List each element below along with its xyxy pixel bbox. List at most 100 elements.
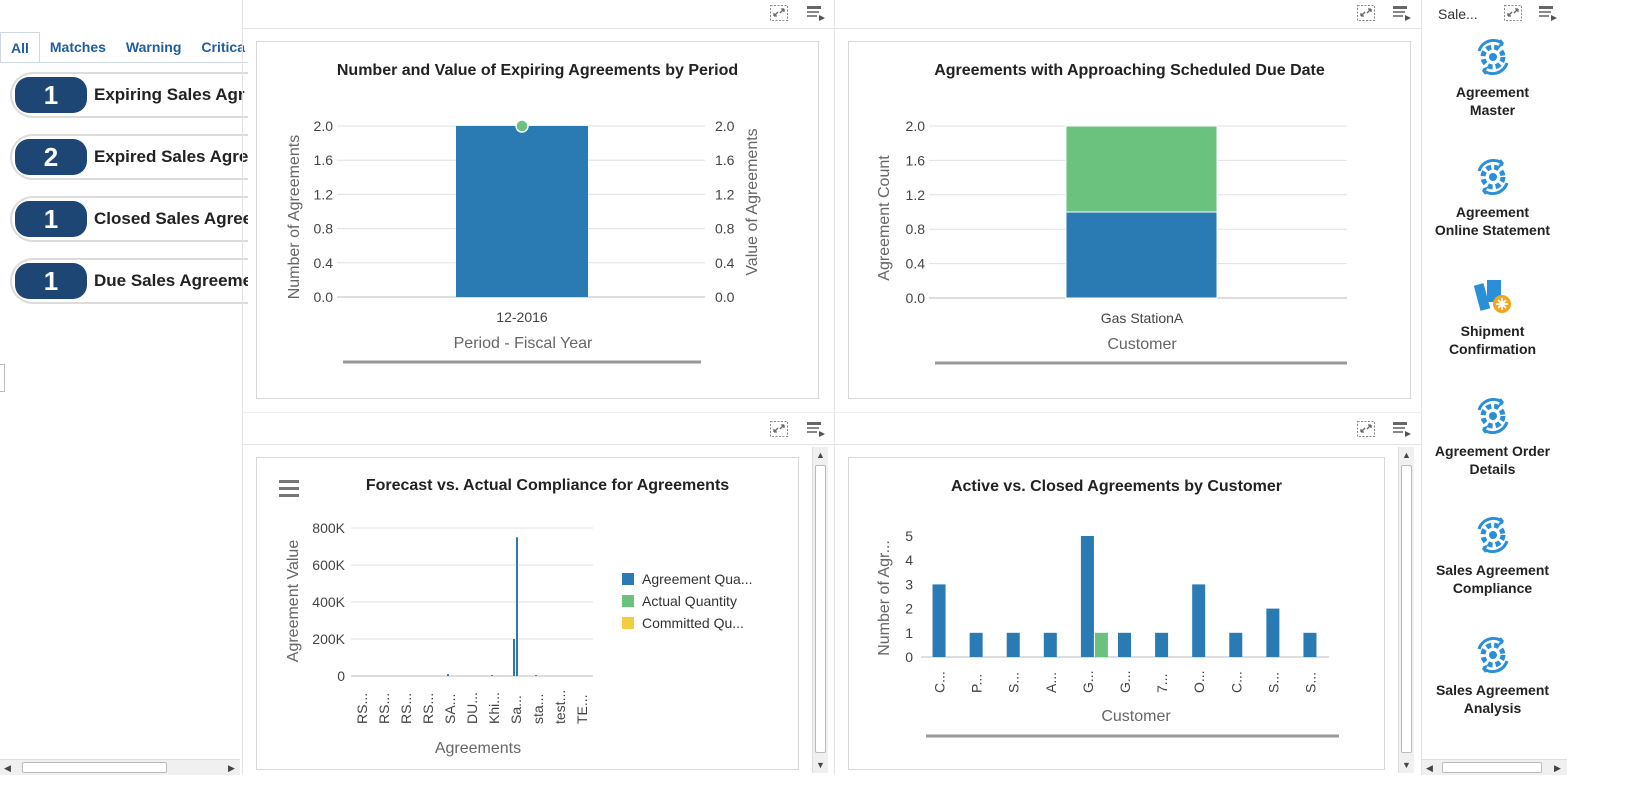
scroll-right-arrow[interactable]: ▶	[1554, 763, 1561, 773]
left-horizontal-scrollbar[interactable]: ◀ ▶	[0, 759, 240, 775]
x-tick-label: DU...	[464, 692, 480, 724]
x-tick-label: SA...	[442, 694, 458, 724]
x-tick-label: C...	[1228, 671, 1244, 693]
launcher-item-agreement-order-details[interactable]: Agreement Order Details	[1425, 396, 1560, 478]
launcher-item-shipment-confirmation[interactable]: Shipment Confirmation	[1425, 276, 1560, 358]
scroll-down-arrow[interactable]: ▼	[1402, 760, 1411, 770]
y-tick-label: 2.0	[314, 118, 334, 134]
y-tick-label: 0	[905, 649, 913, 665]
launcher-item-agreement-master[interactable]: Agreement Master	[1425, 37, 1560, 119]
y-axis-label: Agreement Value	[285, 540, 302, 663]
bar-closed	[1094, 632, 1108, 657]
chart-card-expiring-agreements: Number and Value of Expiring Agreements …	[256, 41, 819, 399]
hamburger-menu-icon[interactable]	[279, 480, 299, 497]
scroll-thumb[interactable]	[1401, 465, 1412, 753]
scroll-thumb[interactable]	[1442, 762, 1542, 773]
x-tick-label: S...	[1265, 672, 1281, 693]
launcher-item-sales-agreement-compliance[interactable]: Sales Agreement Compliance	[1425, 515, 1560, 597]
panel-divider	[242, 0, 243, 775]
legend-agreement-quantity[interactable]: Agreement Qua...	[622, 571, 753, 587]
kpi-label: Closed Sales Agree	[94, 209, 248, 228]
maximize-icon[interactable]	[769, 4, 789, 22]
tab-all[interactable]: All	[0, 32, 40, 62]
scroll-up-arrow[interactable]: ▲	[1402, 450, 1411, 460]
kpi-expiring[interactable]: 1 Expiring Sales Agr	[10, 72, 248, 118]
maximize-icon[interactable]	[1503, 4, 1523, 22]
y-tick-label: 0.0	[906, 290, 926, 306]
panel-divider	[243, 412, 1421, 413]
y-tick-label: 0.4	[314, 255, 334, 271]
y-tick-label: 4	[905, 552, 913, 568]
kpi-count: 1	[15, 77, 87, 113]
bar-active	[1192, 584, 1206, 657]
x-tick-label: TE...	[574, 694, 590, 724]
y-tick-label: 0	[337, 668, 345, 684]
export-icon[interactable]	[1392, 4, 1412, 22]
y-tick-label: 2.0	[906, 118, 926, 134]
y2-tick-label: 0.8	[715, 221, 735, 237]
export-icon[interactable]	[1392, 420, 1412, 438]
filter-tabs: All Matches Warning Critica	[0, 32, 248, 63]
panel-divider	[243, 444, 1421, 445]
y-tick-label: 1.2	[906, 187, 926, 203]
x-tick-label: P...	[969, 674, 985, 693]
kpi-due[interactable]: 1 Due Sales Agreeme	[10, 258, 248, 304]
launcher-item-label: Agreement Online Statement	[1434, 203, 1551, 238]
chart-card-due-date: Agreements with Approaching Scheduled Du…	[848, 41, 1411, 399]
legend-actual-quantity[interactable]: Actual Quantity	[622, 593, 737, 609]
maximize-icon[interactable]	[1356, 4, 1376, 22]
y2-tick-label: 0.0	[715, 289, 735, 305]
tab-warning[interactable]: Warning	[125, 39, 182, 55]
bar-active	[1303, 632, 1317, 657]
bar-active	[932, 584, 946, 657]
x-axis-label: Period - Fiscal Year	[454, 335, 593, 352]
scroll-thumb[interactable]	[815, 465, 826, 753]
bar-active	[1229, 632, 1243, 657]
point-value-of-agreements	[515, 119, 529, 133]
left-panel: All Matches Warning Critica 1 Expiring Sale…	[0, 0, 248, 775]
chart-due-date: Agreement Count Customer 2.0 1.6 1.2 0.8 0.4…	[876, 118, 1347, 365]
kpi-closed[interactable]: 1 Closed Sales Agree	[10, 196, 248, 242]
export-icon[interactable]	[1538, 4, 1558, 22]
scroll-right-arrow[interactable]: ▶	[228, 763, 235, 773]
x-tick-label: test...	[552, 690, 568, 724]
chart3-vertical-scrollbar[interactable]: ▲ ▼	[812, 447, 828, 773]
y2-tick-label: 0.4	[715, 255, 735, 271]
bar-active	[1155, 632, 1169, 657]
launcher-item-agreement-online-statement[interactable]: Agreement Online Statement	[1425, 157, 1560, 239]
y-tick-label: 800K	[312, 520, 345, 536]
chart-forecast-compliance: Agreement Value Agreements 800K 600K 400K 2…	[285, 520, 593, 757]
bar-active	[969, 632, 983, 657]
bar-committedqu	[516, 537, 518, 676]
legend-committed-quantity[interactable]: Committed Qu...	[622, 615, 744, 631]
launcher-header[interactable]: Sale...	[1438, 6, 1478, 22]
export-icon[interactable]	[806, 420, 826, 438]
x-tick-label: Gas StationA	[1101, 310, 1184, 326]
y-tick-label: 5	[905, 528, 913, 544]
scroll-left-arrow[interactable]: ◀	[1426, 763, 1433, 773]
x-tick-label: G...	[1117, 670, 1133, 693]
y-tick-label: 1.6	[314, 152, 334, 168]
export-icon[interactable]	[806, 4, 826, 22]
x-tick-label: A...	[1043, 672, 1059, 693]
x-tick-label: C...	[932, 671, 948, 693]
scroll-down-arrow[interactable]: ▼	[816, 760, 825, 770]
kpi-count: 1	[15, 263, 87, 299]
panel-divider	[1421, 0, 1422, 775]
gear-sync-icon	[1473, 635, 1513, 675]
scroll-up-arrow[interactable]: ▲	[816, 450, 825, 460]
kpi-expired[interactable]: 2 Expired Sales Agre	[10, 134, 248, 180]
tab-critical[interactable]: Critica	[201, 39, 245, 55]
scroll-thumb[interactable]	[22, 762, 167, 773]
x-tick-label: O...	[1191, 670, 1207, 693]
launcher-item-sales-agreement-analysis[interactable]: Sales Agreement Analysis	[1425, 635, 1560, 717]
maximize-icon[interactable]	[1356, 420, 1376, 438]
chart4-vertical-scrollbar[interactable]: ▲ ▼	[1398, 447, 1414, 773]
x-tick-label: RS...	[376, 693, 392, 724]
tab-matches[interactable]: Matches	[49, 39, 106, 55]
collapse-handle[interactable]	[0, 364, 5, 392]
launcher-horizontal-scrollbar[interactable]: ◀ ▶	[1422, 759, 1567, 775]
scroll-left-arrow[interactable]: ◀	[4, 763, 11, 773]
gear-sync-icon	[1473, 157, 1513, 197]
maximize-icon[interactable]	[769, 420, 789, 438]
